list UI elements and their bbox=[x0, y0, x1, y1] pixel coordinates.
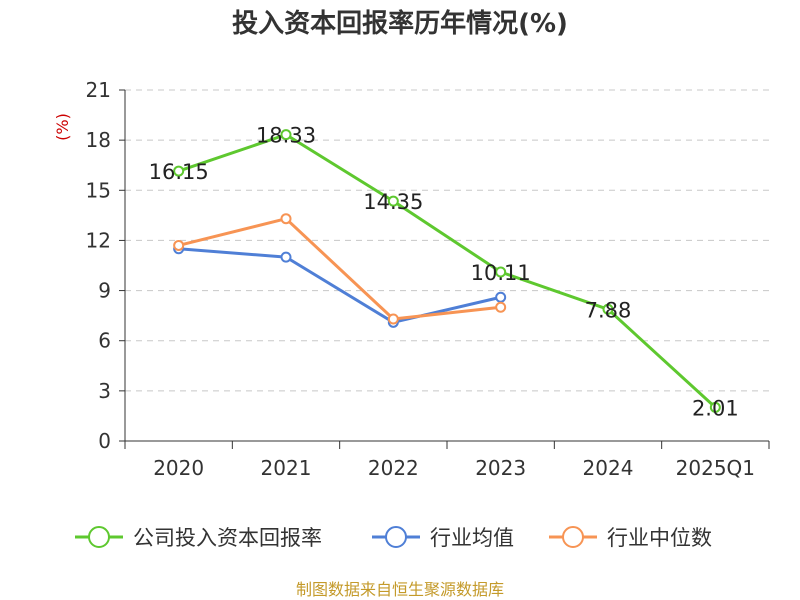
legend-label: 行业均值 bbox=[430, 526, 514, 550]
data-point bbox=[709, 401, 721, 413]
data-point bbox=[387, 313, 399, 325]
y-tick-label: 0 bbox=[98, 429, 111, 453]
legend-marker bbox=[88, 526, 110, 548]
legend-label: 行业中位数 bbox=[607, 526, 712, 550]
series-line-1 bbox=[178, 247, 502, 324]
data-point bbox=[280, 129, 292, 141]
data-point bbox=[602, 303, 614, 315]
x-tick-label: 2020 bbox=[153, 456, 204, 480]
x-tick-label: 2025Q1 bbox=[676, 456, 755, 480]
data-point bbox=[280, 213, 292, 225]
data-label: 2.01 bbox=[692, 396, 739, 420]
data-label: 14.35 bbox=[363, 190, 423, 214]
grid-lines bbox=[125, 89, 769, 392]
y-tick-label: 6 bbox=[98, 329, 111, 353]
y-tick-label: 18 bbox=[86, 128, 111, 152]
x-tick-label: 2021 bbox=[261, 456, 312, 480]
y-tick-label: 3 bbox=[98, 379, 111, 403]
x-tick-label: 2022 bbox=[368, 456, 419, 480]
x-tick-label: 2024 bbox=[583, 456, 634, 480]
y-tick-label: 15 bbox=[86, 178, 111, 202]
data-point bbox=[387, 195, 399, 207]
y-axis-unit-label: (%) bbox=[53, 113, 72, 141]
data-point bbox=[280, 251, 292, 263]
legend-label: 公司投入资本回报率 bbox=[133, 526, 322, 550]
data-label: 18.33 bbox=[256, 124, 316, 148]
data-point bbox=[495, 266, 507, 278]
legend-marker bbox=[562, 526, 584, 548]
axes: 0 3 6 9 12 15 18 21 2020 2021 2022 2023 2024 2025Q1 bbox=[86, 78, 770, 480]
data-label: 10.11 bbox=[471, 261, 531, 285]
chart-title: 投入资本回报率历年情况(%) bbox=[232, 8, 568, 39]
series-lines bbox=[173, 129, 721, 413]
y-tick-label: 21 bbox=[86, 78, 111, 102]
y-tick-label: 12 bbox=[86, 228, 111, 252]
legend: 公司投入资本回报率 行业均值 行业中位数 bbox=[75, 526, 712, 550]
data-point bbox=[173, 239, 185, 251]
data-point bbox=[495, 301, 507, 313]
data-label: 7.88 bbox=[585, 298, 632, 322]
legend-marker bbox=[385, 526, 407, 548]
series-line-0 bbox=[178, 133, 717, 409]
data-labels: 16.15 18.33 14.35 10.11 7.88 2.01 bbox=[149, 124, 739, 421]
y-tick-label: 9 bbox=[98, 279, 111, 303]
series-line-2 bbox=[178, 217, 501, 321]
data-point bbox=[173, 165, 185, 177]
x-tick-label: 2023 bbox=[475, 456, 526, 480]
source-note: 制图数据来自恒生聚源数据库 bbox=[296, 580, 504, 599]
data-label: 16.15 bbox=[149, 160, 209, 184]
data-point bbox=[495, 291, 507, 303]
